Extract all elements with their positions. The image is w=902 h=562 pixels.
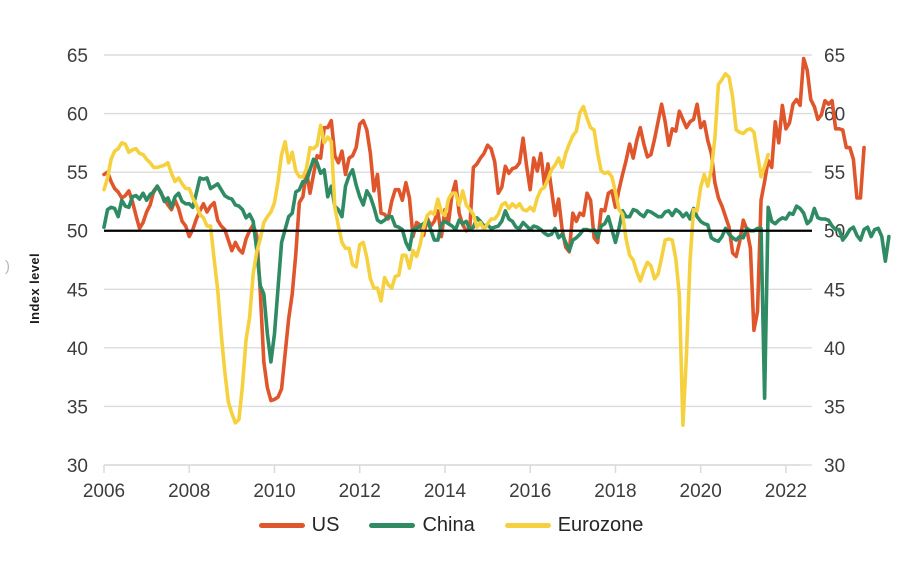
y-tick-label-right: 55 [824,163,845,184]
legend-item-china[interactable]: China [369,514,475,536]
x-tick-label: 2022 [765,481,807,502]
x-tick-label: 2012 [339,481,381,502]
legend-swatch-us [258,522,305,528]
x-tick-label: 2008 [168,481,210,502]
x-tick-label: 2014 [424,481,467,502]
legend-item-eurozone[interactable]: Eurozone [504,514,644,536]
x-tick-label: 2010 [253,481,295,502]
y-tick-label-left: 40 [67,339,88,360]
legend-label-china: China [422,514,475,536]
series-line-eurozone [102,71,770,427]
y-axis-title: Index level [27,253,42,324]
legend-label-eurozone: Eurozone [557,514,644,536]
x-tick-label: 2018 [594,481,636,502]
x-tick-label: 2006 [83,481,125,502]
y-tick-label-right: 50 [824,222,845,243]
y-tick-label-left: 60 [67,105,88,126]
legend-item-us[interactable]: US [258,514,340,536]
y-tick-label-left: 30 [67,456,88,477]
y-tick-label-right: 45 [824,280,845,301]
legend-swatch-eurozone [504,522,551,528]
y-tick-label-right: 30 [824,456,845,477]
chart-legend: US China Eurozone [0,508,902,542]
x-tick-label: 2016 [509,481,551,502]
y-tick-label-left: 55 [67,163,88,184]
y-tick-label-right: 35 [824,397,845,418]
y-tick-label-left: 50 [67,222,88,243]
y-tick-label-left: 65 [67,46,88,67]
y-tick-label-left: 45 [67,280,88,301]
legend-swatch-china [369,522,416,528]
y-tick-label-right: 40 [824,339,845,360]
x-tick-label: 2020 [680,481,722,502]
legend-label-us: US [311,514,340,536]
y-tick-label-right: 65 [824,46,845,67]
clipped-axis-glyph: ) [5,258,10,275]
y-tick-label-left: 35 [67,397,88,418]
series-line-us [102,56,866,403]
series-line-china [102,157,891,401]
